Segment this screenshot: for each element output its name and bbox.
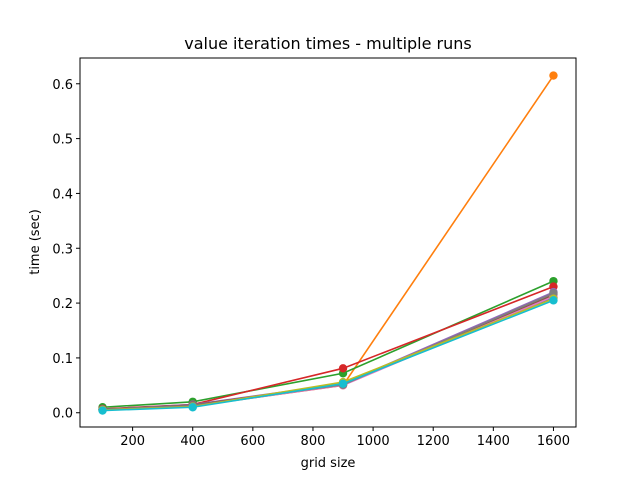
x-tick-label: 1000	[357, 434, 390, 449]
y-tick-label: 0.4	[52, 187, 73, 202]
x-axis-ticks: 200 400 600 800 1000 1200 1400 1600	[120, 427, 570, 449]
data-point	[338, 379, 348, 388]
x-tick-label: 200	[120, 434, 145, 449]
x-axis-label: grid size	[301, 456, 356, 471]
y-axis-ticks: 0.0 0.1 0.2 0.3 0.4 0.5 0.6	[52, 78, 80, 422]
x-tick-label: 1400	[477, 434, 510, 449]
series-layer	[98, 71, 558, 415]
y-tick-label: 0.6	[52, 78, 73, 93]
chart-title: value iteration times - multiple runs	[184, 34, 472, 53]
y-tick-label: 0.1	[52, 352, 73, 367]
data-point	[188, 403, 197, 412]
series-10	[98, 296, 558, 415]
x-tick-label: 600	[240, 434, 265, 449]
series-line	[102, 299, 554, 412]
data-point	[549, 71, 558, 80]
x-tick-label: 1600	[537, 434, 570, 449]
x-tick-label: 800	[301, 434, 326, 449]
y-tick-label: 0.5	[52, 133, 73, 148]
y-axis-label: time (sec)	[28, 209, 43, 275]
data-point	[98, 406, 107, 415]
x-tick-label: 400	[180, 434, 205, 449]
y-tick-label: 0.2	[52, 297, 73, 312]
data-point	[549, 296, 558, 305]
data-point	[338, 364, 348, 373]
y-tick-label: 0.3	[52, 242, 73, 257]
plot-frame	[79, 57, 577, 428]
x-tick-label: 1200	[417, 434, 450, 449]
y-tick-label: 0.0	[52, 407, 73, 422]
